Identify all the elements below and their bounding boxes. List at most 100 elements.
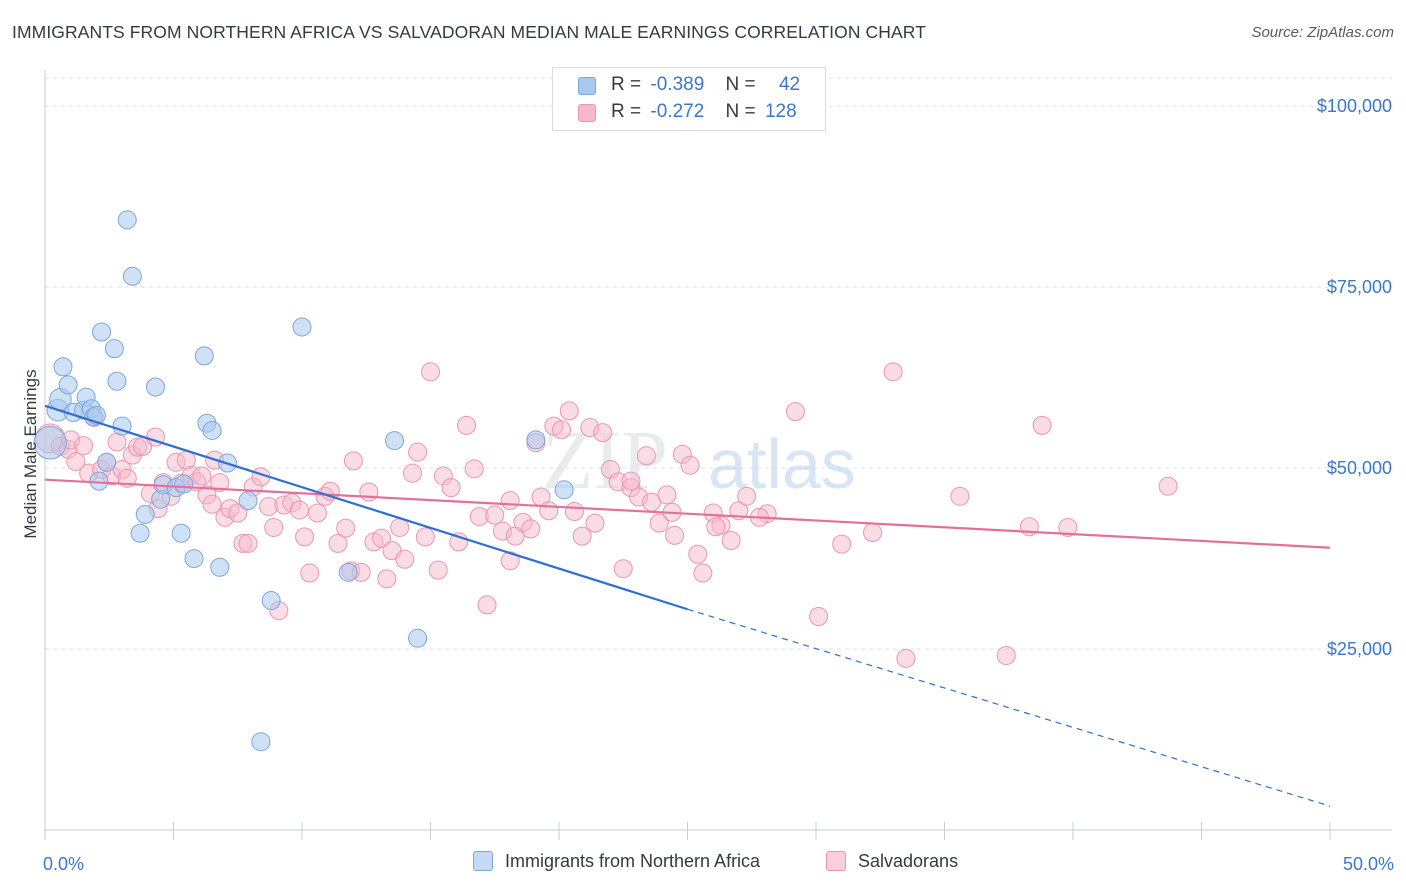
salvadorans-point <box>395 549 415 569</box>
salvadorans-point <box>863 523 883 543</box>
salvadorans-point <box>107 432 127 452</box>
salvadorans-point <box>680 455 700 475</box>
legend-row-northern-africa: R = -0.389 N = 42 <box>553 74 825 100</box>
northern-africa-point <box>238 491 258 511</box>
salvadorans-point <box>192 466 212 486</box>
salvadorans-point <box>996 646 1016 666</box>
y-tick-label: $75,000 <box>1327 277 1392 297</box>
salvadorans-point <box>621 471 641 491</box>
legend-swatch-blue <box>473 851 493 871</box>
y-tick-label: $50,000 <box>1327 458 1392 478</box>
salvadorans-point <box>228 503 248 523</box>
salvadorans-trend-line <box>44 478 1331 549</box>
salvadorans-point <box>408 442 428 462</box>
salvadorans-point <box>300 563 320 583</box>
legend-swatch-pink <box>826 851 846 871</box>
salvadorans-point <box>456 415 476 435</box>
salvadorans-point <box>210 473 230 493</box>
salvadorans-point <box>500 551 520 571</box>
northern-africa-point <box>122 266 142 286</box>
legend-n-label: N = <box>725 74 756 95</box>
legend-row-salvadorans: R = -0.272 N = 128 <box>553 101 825 127</box>
trend-lines <box>44 404 1331 807</box>
salvadorans-point <box>737 486 757 506</box>
salvadorans-point <box>950 486 970 506</box>
salvadorans-point <box>441 478 461 498</box>
northern-africa-point <box>202 420 222 440</box>
chart-title: IMMIGRANTS FROM NORTHERN AFRICA VS SALVA… <box>12 22 926 42</box>
salvadorans-point <box>785 402 805 422</box>
legend-n-label: N = <box>725 101 756 122</box>
salvadorans-point <box>202 494 222 514</box>
salvadorans-point <box>585 513 605 533</box>
salvadorans-point <box>693 563 713 583</box>
salvadorans-points <box>35 362 1178 668</box>
salvadorans-point <box>421 362 440 382</box>
salvadorans-point <box>665 525 685 545</box>
salvadorans-point <box>552 420 572 440</box>
correlation-legend: R = -0.389 N = 42 R = -0.272 N = 128 <box>552 67 826 131</box>
northern-africa-point <box>104 339 124 359</box>
salvadorans-point <box>883 362 903 382</box>
northern-africa-point <box>107 371 127 391</box>
northern-africa-point <box>554 480 574 500</box>
legend-swatch-blue <box>578 77 596 95</box>
salvadorans-point <box>336 518 356 538</box>
salvadorans-point <box>539 501 559 521</box>
northern-africa-point <box>194 346 214 366</box>
salvadorans-point <box>721 530 741 550</box>
salvadorans-point <box>1032 415 1052 435</box>
salvadorans-point <box>688 544 708 564</box>
salvadorans-point <box>559 401 579 421</box>
legend-r-label: R = <box>611 101 642 122</box>
northern-africa-point <box>184 549 204 569</box>
salvadorans-point <box>477 595 497 615</box>
northern-africa-point <box>146 377 166 397</box>
salvadorans-point <box>1158 476 1178 496</box>
northern-africa-point <box>210 557 230 577</box>
northern-africa-point <box>97 452 117 472</box>
salvadorans-point <box>1058 517 1078 537</box>
salvadorans-point <box>264 517 284 537</box>
legend-r-value: -0.272 <box>650 101 705 122</box>
salvadorans-point <box>636 446 656 466</box>
legend-item-northern-africa: Immigrants from Northern Africa <box>473 851 760 872</box>
northern-africa-point <box>117 210 137 230</box>
salvadorans-point <box>464 459 484 479</box>
legend-swatch-pink <box>578 104 596 122</box>
y-axis-title: Median Male Earnings <box>21 369 40 538</box>
salvadorans-point <box>564 502 584 522</box>
y-tick-label: $100,000 <box>1317 96 1392 116</box>
northern-africa-point <box>174 474 194 494</box>
northern-africa-point <box>526 430 546 450</box>
northern-africa-point <box>171 523 191 543</box>
source-label: Source: ZipAtlas.com <box>1251 24 1394 41</box>
northern-africa-trend-line <box>44 404 688 611</box>
northern-africa-point <box>33 426 67 460</box>
salvadorans-point <box>428 560 448 580</box>
salvadorans-point <box>415 527 435 547</box>
northern-africa-trend-extension <box>687 608 1331 807</box>
salvadorans-point <box>500 491 520 511</box>
salvadorans-point <box>377 569 397 589</box>
salvadorans-point <box>74 436 94 456</box>
salvadorans-point <box>706 517 726 537</box>
salvadorans-point <box>521 519 541 539</box>
axis-labels: $25,000 $50,000 $75,000 $100,000 0.0% 50.0% <box>43 96 1394 874</box>
salvadorans-point <box>809 606 829 626</box>
x-tick-label: 50.0% <box>1343 854 1394 874</box>
legend-item-salvadorans: Salvadorans <box>826 851 958 872</box>
gridlines <box>45 77 1392 650</box>
salvadorans-point <box>372 528 392 548</box>
northern-africa-point <box>338 562 358 582</box>
y-tick-label: $25,000 <box>1327 639 1392 659</box>
salvadorans-point <box>343 451 363 471</box>
northern-africa-point <box>261 591 281 611</box>
salvadorans-point <box>572 526 592 546</box>
salvadorans-point <box>359 482 379 502</box>
salvadorans-point <box>485 505 505 525</box>
watermark-atlas: atlas <box>708 425 856 503</box>
salvadorans-point <box>289 500 309 520</box>
northern-africa-points <box>33 210 574 752</box>
